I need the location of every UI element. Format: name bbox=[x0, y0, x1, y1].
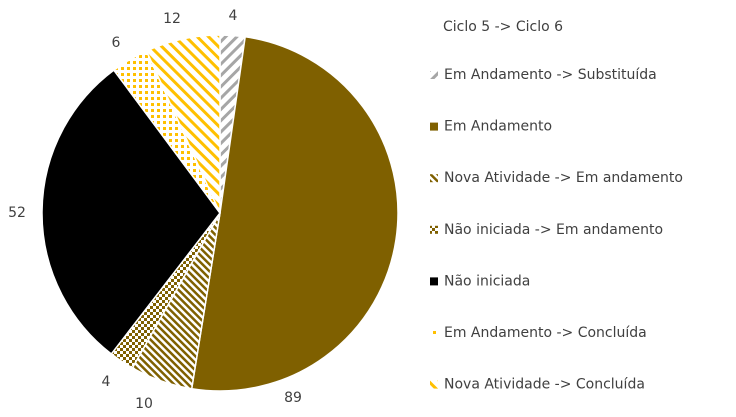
legend-label: Em Andamento -> Concluída bbox=[444, 325, 647, 341]
data-label: 6 bbox=[112, 35, 121, 51]
legend-label: Em Andamento bbox=[444, 119, 552, 135]
pie-slice bbox=[145, 34, 221, 214]
legend-label: Em Andamento -> Substituída bbox=[444, 67, 657, 83]
legend-swatch bbox=[430, 122, 438, 131]
legend-label: Não iniciada -> Em andamento bbox=[444, 222, 663, 238]
legend-label: Não iniciada bbox=[444, 273, 530, 289]
legend-title: Ciclo 5 -> Ciclo 6 bbox=[443, 19, 563, 35]
pie-slice bbox=[190, 35, 399, 392]
data-label: 10 bbox=[135, 396, 153, 412]
legend-swatch bbox=[430, 225, 438, 234]
data-label: 89 bbox=[284, 390, 302, 406]
legend-label: Nova Atividade -> Em andamento bbox=[444, 170, 683, 186]
legend-swatch bbox=[430, 277, 438, 286]
data-label: 4 bbox=[102, 374, 111, 390]
data-label: 52 bbox=[8, 205, 26, 221]
legend-swatch bbox=[430, 71, 438, 79]
legend-label: Nova Atividade -> Concluída bbox=[444, 377, 645, 393]
legend-swatch bbox=[430, 329, 438, 337]
legend-swatch bbox=[430, 174, 438, 183]
data-label: 12 bbox=[163, 11, 181, 27]
legend-swatch bbox=[430, 380, 438, 389]
pie-slice bbox=[41, 69, 221, 356]
data-label: 4 bbox=[229, 8, 238, 24]
